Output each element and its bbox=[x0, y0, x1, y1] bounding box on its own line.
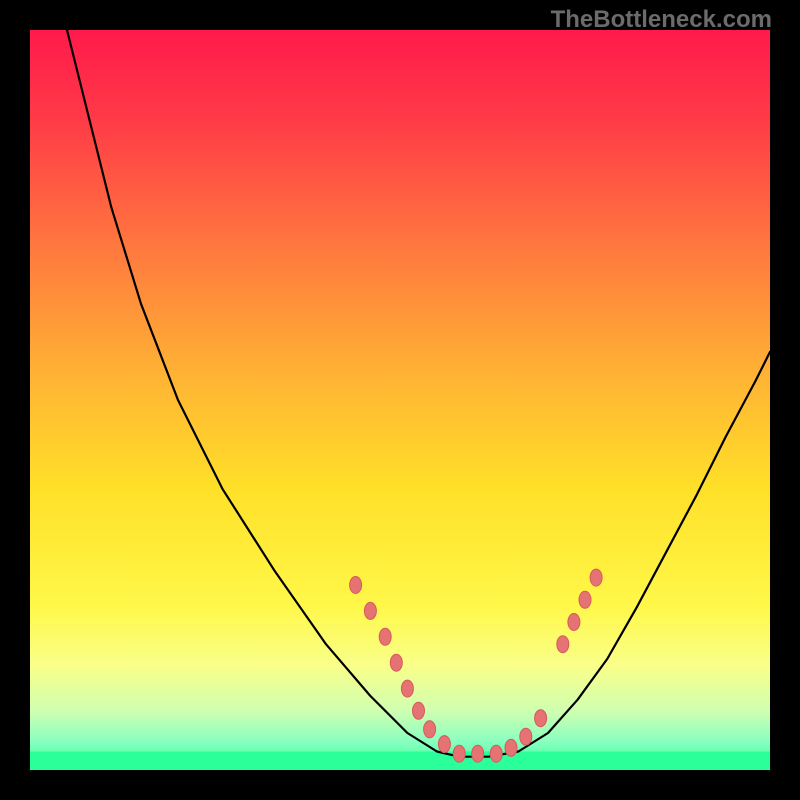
curve-marker bbox=[590, 569, 602, 586]
curve-marker bbox=[438, 736, 450, 753]
curve-marker bbox=[424, 721, 436, 738]
plot-area bbox=[30, 30, 770, 770]
curve-marker bbox=[568, 614, 580, 631]
curve-marker bbox=[390, 654, 402, 671]
curve-marker bbox=[379, 628, 391, 645]
chart-frame: TheBottleneck.com bbox=[0, 0, 800, 800]
curve-marker bbox=[520, 728, 532, 745]
curve-marker bbox=[413, 702, 425, 719]
curve-marker bbox=[579, 591, 591, 608]
curve-marker bbox=[535, 710, 547, 727]
curve-marker bbox=[557, 636, 569, 653]
curve-marker bbox=[350, 577, 362, 594]
curve-marker bbox=[505, 739, 517, 756]
plot-svg bbox=[30, 30, 770, 770]
base-band bbox=[30, 752, 770, 771]
watermark-text: TheBottleneck.com bbox=[551, 6, 772, 34]
curve-marker bbox=[472, 745, 484, 762]
curve-marker bbox=[490, 745, 502, 762]
curve-marker bbox=[401, 680, 413, 697]
curve-marker bbox=[364, 602, 376, 619]
curve-marker bbox=[453, 745, 465, 762]
